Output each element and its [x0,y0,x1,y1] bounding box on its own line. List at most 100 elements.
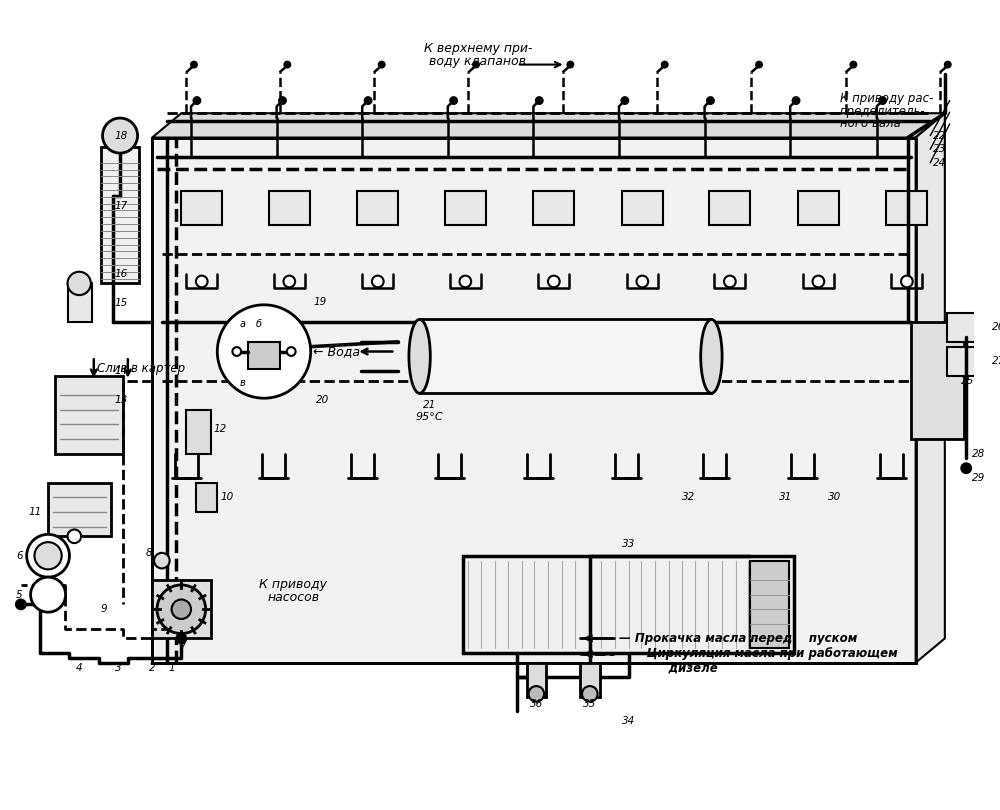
Text: б: б [256,319,262,330]
Text: 28: 28 [972,449,985,458]
Bar [68,284,92,322]
Polygon shape [916,113,945,663]
Text: 27: 27 [992,356,1000,366]
Text: 1: 1 [168,663,175,672]
Text: К верхнему при-: К верхнему при- [424,41,532,54]
Text: 8: 8 [146,548,152,558]
Text: ← Вода: ← Вода [313,345,360,358]
Circle shape [901,275,913,288]
Circle shape [193,97,200,104]
Bar [580,663,600,697]
Text: 24: 24 [933,158,946,168]
Circle shape [283,275,295,288]
Bar [181,191,222,225]
Circle shape [176,633,186,643]
Circle shape [793,97,799,104]
Circle shape [813,275,824,288]
Bar [947,313,986,342]
Text: 2: 2 [149,663,155,672]
Bar [357,191,398,225]
Text: насосов: насосов [267,591,319,604]
Bar [527,663,546,697]
Text: 15: 15 [115,298,128,308]
Circle shape [961,463,971,473]
Circle shape [157,585,206,633]
Text: 16: 16 [115,269,128,279]
Circle shape [68,530,81,544]
Circle shape [284,62,290,67]
Text: 34: 34 [622,716,635,726]
Bar [55,376,123,454]
Circle shape [172,599,191,619]
Bar [947,347,986,376]
Circle shape [27,535,69,578]
Text: 12: 12 [213,424,227,434]
Text: 20: 20 [316,395,329,405]
Text: 95°C: 95°C [416,411,443,422]
Bar [886,191,927,225]
Circle shape [279,97,286,104]
Text: 31: 31 [779,492,793,502]
Circle shape [473,62,479,67]
Bar [445,191,486,225]
Circle shape [365,97,371,104]
Circle shape [31,578,66,612]
Circle shape [450,97,457,104]
Circle shape [621,97,628,104]
Circle shape [548,275,560,288]
Circle shape [379,62,385,67]
Text: в: в [240,377,245,388]
Bar [101,147,139,284]
Polygon shape [152,138,916,663]
Text: 7: 7 [178,643,185,653]
Text: —— Циркуляция масла при работающем: —— Циркуляция масла при работающем [619,647,898,660]
Circle shape [529,686,544,701]
Text: 3: 3 [115,663,121,672]
Circle shape [287,347,296,356]
Circle shape [217,305,311,399]
Text: 11: 11 [29,507,42,517]
Text: 26: 26 [992,322,1000,332]
Circle shape [637,275,648,288]
Bar [798,191,839,225]
Text: 13: 13 [115,395,128,405]
Text: 33: 33 [622,539,635,549]
Text: 25: 25 [961,376,974,386]
Bar [186,410,211,454]
Text: 14: 14 [115,366,128,376]
Text: 10: 10 [220,492,233,502]
Polygon shape [152,113,945,138]
Text: 6: 6 [16,551,23,561]
Circle shape [662,62,668,67]
Circle shape [582,686,598,701]
Text: 35: 35 [583,698,596,709]
Text: 22: 22 [933,130,946,141]
Bar [750,561,789,648]
Text: — Прокачка масла перед    пуском: — Прокачка масла перед пуском [619,632,857,645]
Bar [709,191,750,225]
Text: пределитель-: пределитель- [840,104,925,117]
Circle shape [567,62,573,67]
Circle shape [879,97,886,104]
Circle shape [16,599,26,609]
Text: 4: 4 [76,663,83,672]
Bar [911,322,964,439]
Text: 30: 30 [828,492,841,502]
Ellipse shape [701,319,722,394]
Circle shape [459,275,471,288]
Bar [48,483,111,536]
Circle shape [372,275,384,288]
Bar [420,319,711,394]
Bar [533,191,574,225]
Text: дизеле: дизеле [619,661,718,674]
Text: 32: 32 [682,492,695,502]
Text: 5: 5 [16,590,23,599]
Text: 19: 19 [314,297,327,307]
Bar [152,580,211,638]
Circle shape [191,62,197,67]
Bar [622,191,663,225]
Text: воду клапанов: воду клапанов [429,55,526,68]
Circle shape [232,347,241,356]
Bar [463,556,794,653]
Bar [196,483,217,512]
